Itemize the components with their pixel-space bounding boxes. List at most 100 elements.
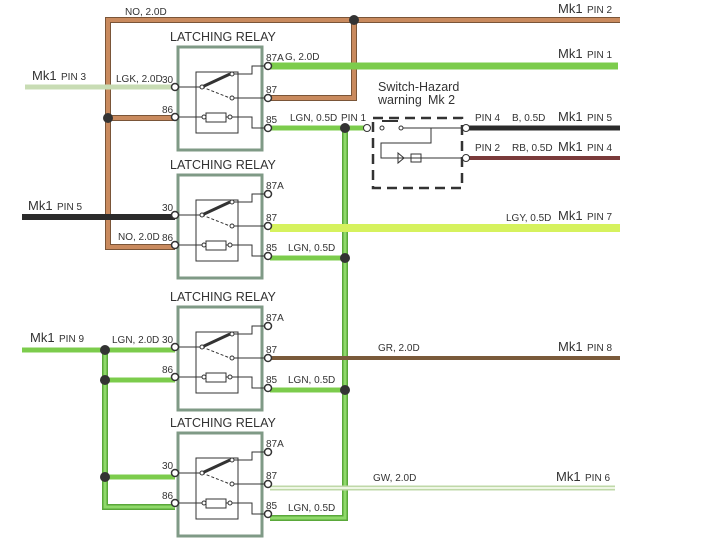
relay-contact-dashed	[201, 214, 231, 227]
relay-contact-point	[201, 500, 207, 506]
relay-terminal	[170, 82, 180, 92]
label-no2: NO, 2.0D	[118, 232, 160, 243]
mk1-pin3: Mk1 PIN 3	[32, 67, 86, 84]
relay-contact-point	[199, 344, 205, 350]
relay-pin-label-pin30: 30	[162, 335, 174, 346]
relay-pin-label-pin87: 87	[266, 345, 278, 356]
switch-subtitle: warning	[377, 93, 422, 107]
label-b: B, 0.5D	[512, 113, 545, 124]
relay-lead-87a	[232, 65, 268, 75]
label-lgn3: LGN, 0.5D	[288, 375, 335, 386]
relay-contact-point	[229, 355, 235, 361]
connector-labels: Mk1 PIN 2 Mk1 PIN 1 Mk1 PIN 3 Mk1 PIN 5 …	[28, 0, 612, 485]
relay-coil	[205, 112, 227, 123]
relay-contact-point	[199, 212, 205, 218]
relay-terminal	[170, 210, 180, 220]
relay-title: LATCHING RELAY	[170, 416, 276, 430]
relay-terminal	[170, 240, 180, 250]
relay-pin-label-pin85: 85	[266, 375, 278, 386]
mk1-pin1: Mk1 PIN 1	[558, 45, 612, 62]
relay-terminal	[170, 498, 180, 508]
mk1-pin7: Mk1 PIN 7	[558, 207, 612, 224]
relay-pin-label-pin30: 30	[162, 203, 174, 214]
latching-relay: LATCHING RELAY 30 86 87A 87 85	[162, 30, 284, 152]
relay-inner-box	[195, 331, 239, 394]
relay-contact-point	[201, 242, 207, 248]
wire-pin9-vertical-core	[103, 350, 175, 509]
relay-contact-point	[229, 481, 235, 487]
relay-terminal	[263, 321, 273, 331]
relay-pin-label-pin87: 87	[266, 471, 278, 482]
relay-contact-arm	[201, 72, 231, 89]
relay-pin-label-pin86: 86	[162, 105, 174, 116]
relay-pin-label-pin30: 30	[162, 75, 174, 86]
relay-contact-dashed	[201, 346, 231, 359]
relay-contact-arm	[201, 200, 231, 217]
relay-terminal	[263, 123, 273, 133]
relay-pin-label-pin87a: 87A	[266, 181, 284, 192]
relay-pin-label-pin87a: 87A	[266, 313, 284, 324]
relay-terminal	[263, 447, 273, 457]
mk1-pin6: Mk1 PIN 6	[556, 468, 610, 485]
relay-terminal	[263, 93, 273, 103]
wire-no-top-core	[106, 18, 620, 249]
relay-terminal	[170, 372, 180, 382]
mk1-pin2: Mk1 PIN 2	[558, 0, 612, 17]
relay-contact-point	[227, 114, 233, 120]
relay-contact-arm	[201, 332, 231, 349]
relay-inner-box	[195, 71, 239, 134]
relay-pin-label-pin85: 85	[266, 115, 278, 126]
switch-hazard-warning: Switch-Hazard warning Mk 2	[363, 80, 470, 190]
label-lgn4: LGN, 0.5D	[288, 503, 335, 514]
relay-pin-label-pin86: 86	[162, 491, 174, 502]
relay-contact-dashed	[201, 472, 231, 485]
relay-contact-point	[201, 114, 207, 120]
latching-relay: LATCHING RELAY 30 86 87A 87 85	[162, 158, 284, 280]
label-gr: GR, 2.0D	[378, 343, 420, 354]
label-g: G, 2.0D	[285, 52, 319, 63]
relay-lead-87a	[232, 193, 268, 203]
relay-terminal	[263, 383, 273, 393]
label-gw: GW, 2.0D	[373, 473, 416, 484]
relay-contact-point	[199, 470, 205, 476]
mk1-pin5-left: Mk1 PIN 5	[28, 197, 82, 214]
relay-contact-point	[229, 199, 235, 205]
relay-contact-point	[229, 223, 235, 229]
relay-inner-box	[195, 199, 239, 262]
mk1-pin9: Mk1 PIN 9	[30, 329, 84, 346]
relays: LATCHING RELAY 30 86 87A 87 85 LATCHING RELAY 3…	[162, 30, 284, 538]
relay-contact-point	[229, 95, 235, 101]
label-pin2: PIN 2	[475, 143, 500, 154]
mk1-pin4: Mk1 PIN 4	[558, 138, 612, 155]
relay-lead-87a	[232, 325, 268, 335]
latching-relay: LATCHING RELAY 30 86 87A 87 85	[162, 290, 284, 412]
relay-pin-label-pin86: 86	[162, 365, 174, 376]
switch-mk2: Mk 2	[428, 93, 455, 107]
relay-coil	[205, 372, 227, 383]
relay-contact-point	[199, 84, 205, 90]
relay-terminal	[170, 342, 180, 352]
relay-terminal	[263, 61, 273, 71]
relay-terminal	[263, 221, 273, 231]
relay-title: LATCHING RELAY	[170, 158, 276, 172]
relay-terminal	[263, 251, 273, 261]
relay-pin-label-pin87: 87	[266, 85, 278, 96]
relay-terminal	[263, 479, 273, 489]
relay-pin-label-pin85: 85	[266, 243, 278, 254]
relay-pin-label-pin87: 87	[266, 213, 278, 224]
wire-labels: NO, 2.0D G, 2.0D LGK, 2.0D LGN, 0.5D PIN…	[112, 7, 553, 514]
relay-contact-dashed	[201, 86, 231, 99]
label-rb: RB, 0.5D	[512, 143, 553, 154]
label-lgn2: LGN, 0.5D	[288, 243, 335, 254]
label-lgn-20: LGN, 2.0D	[112, 335, 159, 346]
relay-contact-point	[229, 71, 235, 77]
relay-terminal	[263, 509, 273, 519]
relay-contact-point	[201, 374, 207, 380]
relay-pin-label-pin85: 85	[266, 501, 278, 512]
relay-inner-box	[195, 457, 239, 520]
relay-terminal	[263, 353, 273, 363]
relay-lead-87a	[232, 451, 268, 461]
label-lgy: LGY, 0.5D	[506, 213, 551, 224]
relay-contact-point	[227, 500, 233, 506]
